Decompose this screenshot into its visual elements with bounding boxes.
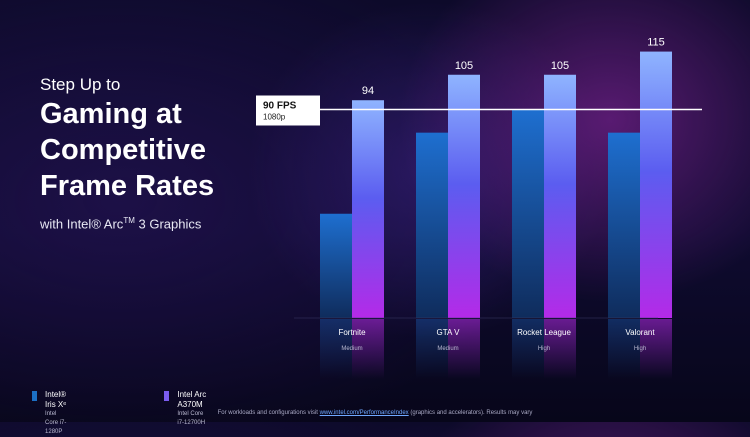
legend-swatch-iris: [32, 391, 38, 401]
bar-arc-valorant: [640, 51, 672, 318]
footnote: For workloads and configurations visit w…: [0, 410, 750, 416]
bar-reflection: [544, 319, 576, 379]
bar-value-label: 105: [455, 60, 473, 72]
bar-reflection: [448, 319, 480, 379]
subtitle-arc: Arc: [100, 216, 124, 232]
x-setting-label: Medium: [341, 346, 362, 352]
legend-swatch-arc: [164, 391, 170, 401]
chart-bars: 94 105 105 115: [294, 37, 672, 379]
headline-line-3: Frame Rates: [40, 170, 215, 202]
bar-reflection: [512, 319, 544, 379]
x-tick-label: GTA V: [437, 328, 461, 337]
reference-label: 90 FPS: [263, 101, 297, 112]
bar-value-label: 105: [551, 60, 569, 72]
subtitle-suffix: 3 Graphics: [134, 216, 202, 232]
x-setting-label: Medium: [437, 346, 458, 352]
bar-value-label: 115: [647, 37, 665, 49]
bar-arc-rocket-league: [544, 74, 576, 318]
bar-reflection: [352, 319, 384, 379]
bar-iris-rocket-league: [512, 109, 544, 318]
headline-pre: Step Up to: [40, 75, 121, 94]
x-axis-labels: Fortnite Medium GTA V Medium Rocket League Hi…: [338, 328, 655, 352]
bar-iris-valorant: [608, 132, 640, 318]
headline-subtitle: with Intel® ArcTM 3 Graphics: [40, 216, 214, 231]
bar-reflection: [640, 319, 672, 379]
headline: Step Up to Gaming at Competitive Frame R…: [40, 74, 214, 231]
bar-reflection: [608, 319, 640, 379]
subtitle-reg: ®: [91, 216, 101, 232]
x-setting-label: High: [634, 346, 646, 352]
bar-arc-fortnite: [352, 100, 384, 318]
legend-label-iris: Intel® Iris Xᵉ: [45, 390, 67, 409]
bar-iris-fortnite: [320, 213, 352, 318]
x-tick-label: Rocket League: [517, 328, 571, 337]
headline-line-1: Gaming at: [40, 98, 182, 130]
bar-chart: 94 105 105 115 90 FPS 1080p Fortnite Medium G…: [256, 37, 672, 379]
subtitle-prefix: with Intel: [40, 216, 92, 232]
footnote-prefix: For workloads and configurations visit: [217, 410, 320, 416]
legend-label-arc: Intel Arc A370M: [177, 390, 207, 409]
headline-line-2: Competitive: [40, 134, 206, 166]
bar-reflection: [416, 319, 448, 379]
bar-iris-gta-v: [416, 132, 448, 318]
bar-value-label: 94: [362, 85, 374, 97]
footnote-suffix: (graphics and accelerators). Results may…: [408, 410, 533, 416]
reference-label-box: [256, 95, 320, 126]
x-tick-label: Fortnite: [338, 328, 366, 337]
bar-arc-gta-v: [448, 74, 480, 318]
x-setting-label: High: [538, 346, 550, 352]
reference-sublabel: 1080p: [263, 113, 286, 122]
x-tick-label: Valorant: [625, 328, 655, 337]
performance-index-link[interactable]: www.intel.com/PerformanceIndex: [319, 410, 409, 416]
legend-item-arc: Intel Arc A370M Intel Core i7-12700H: [164, 390, 207, 428]
subtitle-tm: TM: [123, 216, 135, 225]
bar-reflection: [320, 319, 352, 379]
